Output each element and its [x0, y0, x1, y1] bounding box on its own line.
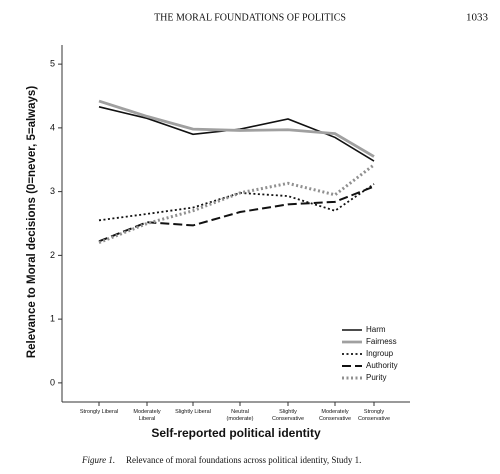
x-tick-label: Slightly Liberal: [175, 409, 211, 415]
legend-label: Ingroup: [366, 349, 394, 358]
running-head: THE MORAL FOUNDATIONS OF POLITICS: [154, 12, 346, 23]
series-line: [98, 99, 375, 158]
x-tick-label: Slightly Conservative: [272, 409, 304, 422]
y-tick-label: 2: [50, 250, 55, 260]
legend-label: Purity: [366, 373, 386, 382]
x-tick-label: Strongly Conservative: [358, 409, 390, 422]
x-tick-label: Moderately Liberal: [133, 409, 160, 422]
legend-label: Authority: [366, 361, 398, 370]
x-axis-label: Self-reported political identity: [151, 426, 321, 440]
y-tick-label: 3: [50, 186, 55, 196]
series-line: [98, 185, 375, 243]
y-tick-label: 5: [50, 59, 55, 69]
y-tick-label: 4: [50, 122, 55, 132]
caption-label: Figure 1.: [81, 455, 115, 465]
x-tick-label: Moderately Conservative: [319, 409, 351, 422]
x-tick-label: Neutral (moderate): [227, 409, 254, 422]
legend-label: Fairness: [366, 337, 397, 346]
page-number: 1033: [466, 12, 489, 24]
y-tick-label: 0: [50, 377, 55, 387]
y-tick-label: 1: [50, 314, 55, 324]
y-axis-label: Relevance to Moral decisions (0=never, 5…: [26, 86, 38, 358]
caption-text: Relevance of moral foundations across po…: [126, 455, 361, 465]
series-line: [98, 163, 375, 245]
legend-label: Harm: [366, 325, 386, 334]
x-tick-label: Strongly Liberal: [80, 409, 118, 415]
